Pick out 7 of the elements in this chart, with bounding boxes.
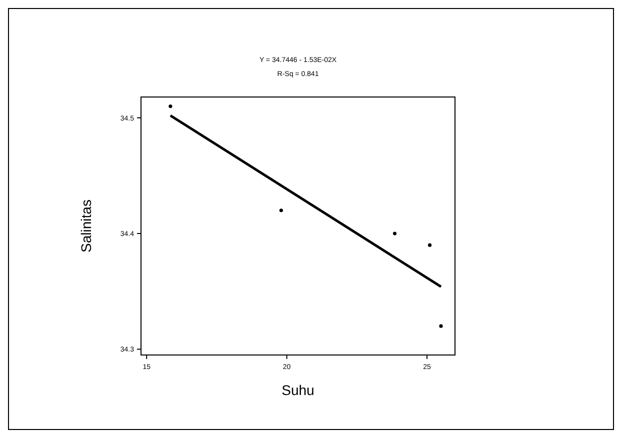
point [439,324,443,328]
y-axis-title: Salinitas [78,200,94,252]
point [428,243,432,247]
x-axis-title: Suhu [282,382,314,398]
point [168,104,172,108]
point [279,208,283,212]
point [392,232,397,236]
